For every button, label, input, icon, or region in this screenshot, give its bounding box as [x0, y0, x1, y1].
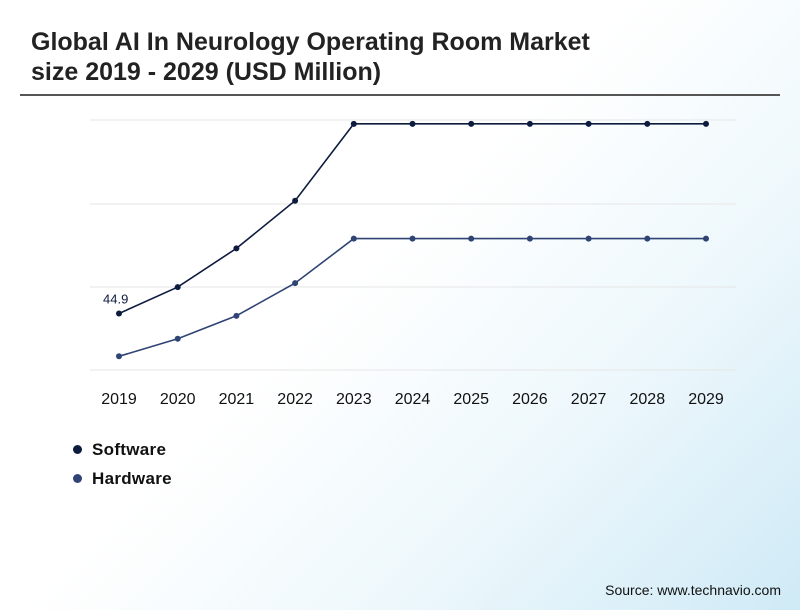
series-line-software [118, 123, 706, 315]
data-point-software-2025 [468, 120, 475, 127]
x-tick-label-2025: 2025 [453, 391, 489, 408]
data-label-software-2019: 44.9 [103, 292, 128, 307]
chart-legend: Software Hardware [73, 435, 172, 493]
data-point-software-2020 [174, 284, 181, 291]
legend-marker-hardware [73, 474, 82, 483]
chart-title: Global AI In Neurology Operating Room Ma… [31, 27, 590, 87]
data-point-software-2022 [292, 197, 299, 204]
x-tick-label-2022: 2022 [277, 391, 313, 408]
data-point-hardware-2028 [644, 235, 651, 242]
line-chart: 44.9 2019 2020 2021 2022 2023 2024 2025 2026 2027… [90, 119, 736, 408]
x-tick-label-2023: 2023 [336, 391, 372, 408]
data-point-hardware-2026 [526, 235, 533, 242]
legend-item-hardware: Hardware [73, 464, 172, 493]
data-point-hardware-2020 [174, 335, 181, 342]
data-point-software-2019 [116, 310, 122, 317]
data-point-hardware-2019 [116, 353, 122, 360]
legend-marker-software [73, 445, 82, 454]
x-tick-label-2021: 2021 [219, 391, 255, 408]
data-point-hardware-2024 [409, 235, 416, 242]
data-point-hardware-2027 [585, 235, 592, 242]
data-point-software-2027 [585, 120, 592, 127]
series-line-hardware [118, 237, 706, 358]
x-tick-label-2028: 2028 [630, 391, 666, 408]
legend-label-software: Software [92, 439, 167, 459]
data-point-software-2026 [526, 120, 533, 127]
data-point-software-2028 [644, 120, 651, 127]
x-tick-label-2029: 2029 [688, 391, 724, 408]
title-divider [20, 94, 780, 96]
data-point-software-2024 [409, 120, 416, 127]
data-point-software-2023 [350, 120, 357, 127]
x-tick-label-2024: 2024 [395, 391, 431, 408]
x-tick-label-2026: 2026 [512, 391, 548, 408]
x-tick-label-2020: 2020 [160, 391, 196, 408]
data-point-hardware-2021 [233, 312, 240, 319]
data-point-software-2029 [703, 120, 709, 127]
legend-label-hardware: Hardware [92, 468, 172, 488]
legend-item-software: Software [73, 435, 172, 464]
data-point-software-2021 [233, 245, 240, 252]
x-tick-label-2019: 2019 [101, 391, 137, 408]
data-point-hardware-2029 [703, 235, 709, 242]
data-point-hardware-2023 [350, 235, 357, 242]
chart-title-line1: Global AI In Neurology Operating Room Ma… [31, 28, 590, 56]
x-tick-label-2027: 2027 [571, 391, 607, 408]
data-point-hardware-2025 [468, 235, 475, 242]
data-point-hardware-2022 [292, 280, 299, 287]
source-note: Source: www.technavio.com [605, 582, 781, 598]
chart-title-line2: size 2019 - 2029 (USD Million) [31, 58, 382, 86]
